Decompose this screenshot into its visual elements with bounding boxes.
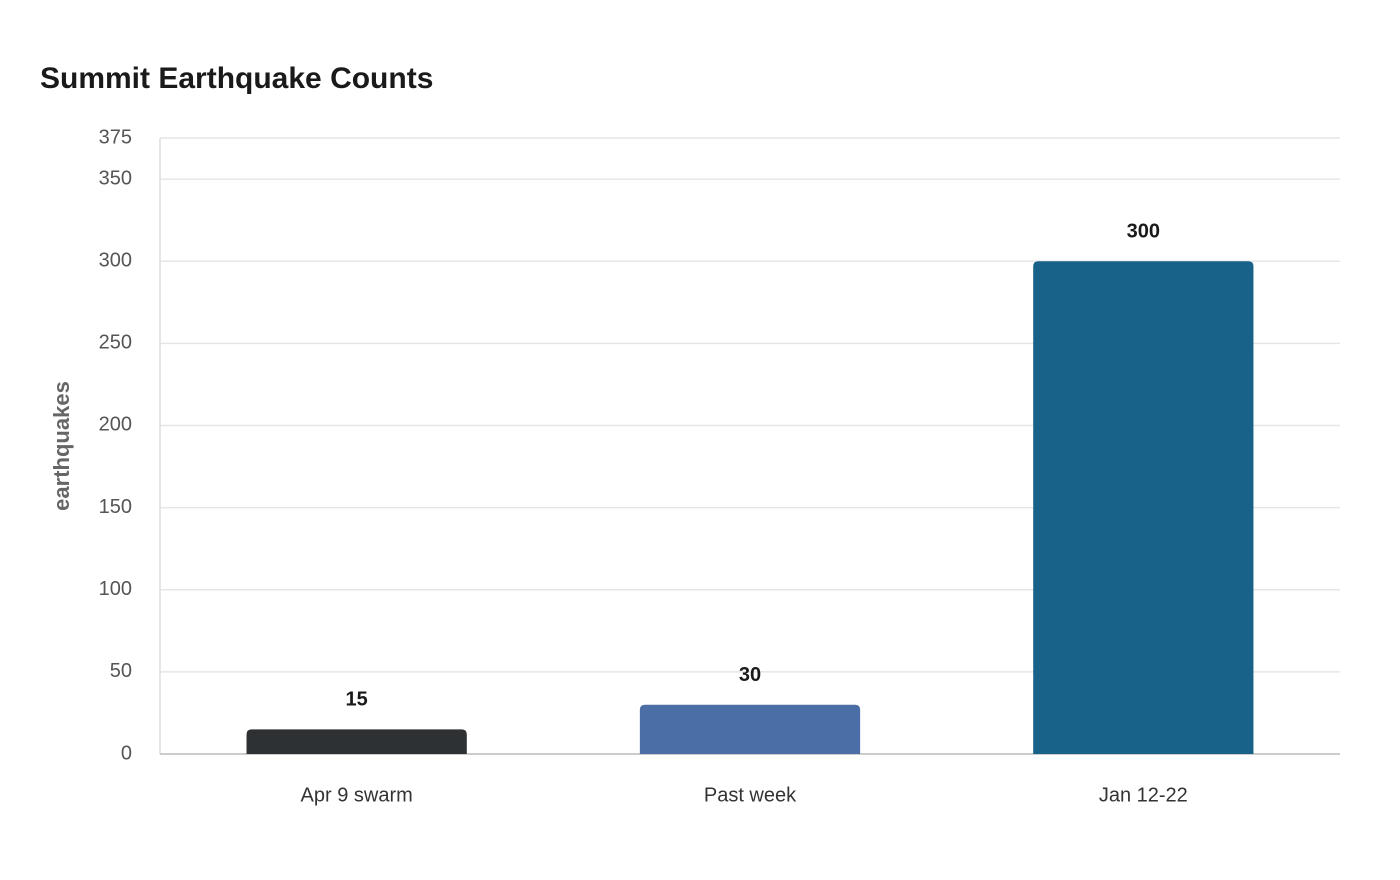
y-tick-label: 300 [99, 249, 132, 271]
y-axis-label: earthquakes [49, 381, 74, 511]
x-tick-label: Jan 12-22 [1099, 784, 1188, 806]
chart-title: Summit Earthquake Counts [40, 62, 433, 95]
bar [246, 729, 467, 754]
y-tick-label: 350 [99, 167, 132, 189]
value-label: 300 [1127, 220, 1160, 242]
y-tick-label: 100 [99, 578, 132, 600]
x-tick-label: Past week [704, 784, 797, 806]
y-tick-label: 250 [99, 332, 132, 354]
bar [639, 704, 861, 754]
value-label: 15 [346, 689, 368, 711]
bar [1033, 261, 1254, 754]
x-tick-label: Apr 9 swarm [301, 784, 413, 806]
y-tick-label: 50 [110, 660, 132, 682]
y-tick-label: 150 [99, 496, 132, 518]
value-label: 30 [739, 664, 761, 686]
y-tick-label: 375 [99, 126, 132, 148]
y-tick-label: 200 [99, 414, 132, 436]
y-tick-label: 0 [121, 742, 132, 764]
